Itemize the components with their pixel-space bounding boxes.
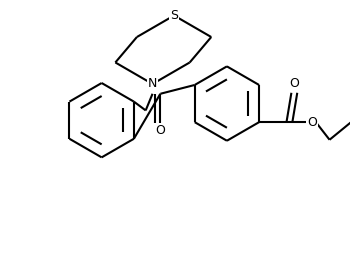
- Text: O: O: [289, 77, 299, 91]
- Text: N: N: [148, 77, 157, 91]
- Text: O: O: [155, 124, 165, 138]
- Text: O: O: [307, 116, 317, 129]
- Text: S: S: [170, 9, 178, 22]
